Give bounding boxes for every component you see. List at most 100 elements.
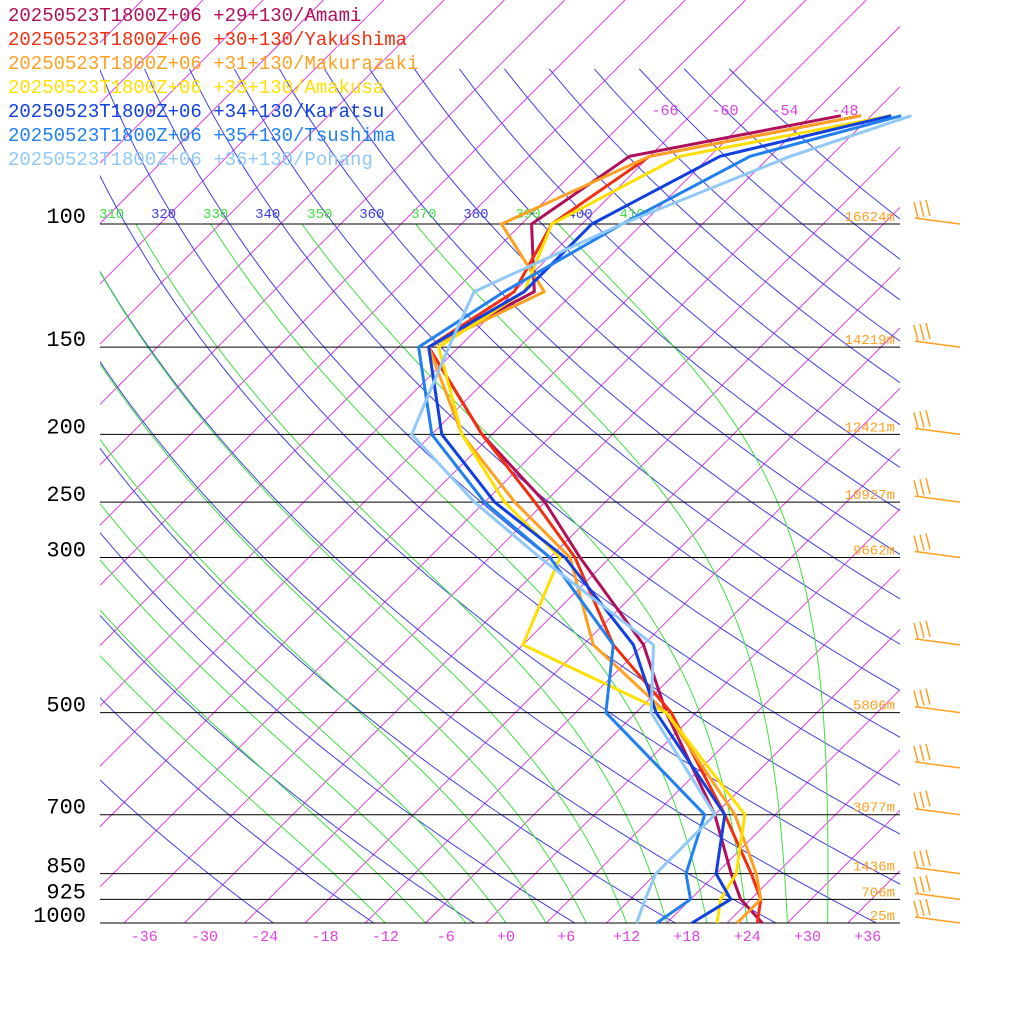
dry-adiabat	[100, 614, 475, 923]
isotherm-line	[100, 0, 566, 466]
profile-line	[427, 114, 862, 925]
profile-line	[427, 114, 862, 924]
temperature-tick-label: -12	[372, 929, 399, 946]
isotherm-label: -60	[711, 103, 738, 120]
legend-entry: 20250523T1800Z+06 +35+130/Tsushima	[8, 125, 396, 147]
profile-line	[410, 114, 912, 924]
temperature-tick-label: -24	[251, 929, 278, 946]
moist-adiabat	[301, 223, 748, 923]
dry-adiabat	[100, 174, 900, 885]
profiles	[410, 114, 912, 925]
wind-barb-icon	[913, 477, 961, 503]
moist-adiabat	[557, 223, 829, 923]
isotherm-line	[100, 0, 807, 707]
isotherm-label: -66	[651, 103, 678, 120]
theta-label: 340	[255, 207, 280, 223]
wind-barb-icon	[913, 688, 961, 714]
isotherm-line	[304, 327, 900, 923]
theta-label: 310	[99, 207, 124, 223]
dry-adiabat	[100, 270, 877, 923]
dry-adiabat	[100, 447, 676, 923]
isotherm-line	[100, 25, 900, 828]
wind-barb-icon	[913, 849, 961, 875]
isotherm-line	[847, 869, 900, 923]
wind-barb-icon	[913, 620, 961, 646]
temperature-tick-label: -36	[131, 929, 158, 946]
legend-entry: 20250523T1800Z+06 +33+130/Amakusa	[8, 77, 385, 99]
dry-adiabat	[548, 68, 900, 384]
isotherm-label: -54	[771, 103, 798, 120]
pressure-tick-label: 250	[46, 483, 86, 508]
theta-label: 350	[307, 207, 332, 223]
pressure-tick-label: 700	[46, 796, 86, 821]
theta-label: 390	[515, 207, 540, 223]
moist-adiabat	[100, 363, 587, 923]
dry-adiabat	[100, 779, 274, 923]
wind-barb-icon	[913, 875, 961, 901]
pressure-tick-label: 300	[46, 539, 86, 564]
dry-adiabat	[368, 68, 900, 555]
legend-entry: 20250523T1800Z+06 +31+130/Makurazaki	[8, 53, 419, 75]
legend-entry: 20250523T1800Z+06 +34+130/Karatsu	[8, 101, 385, 123]
isotherm-line	[100, 0, 686, 587]
legend-entry: 20250523T1800Z+06 +30+130/Yakushima	[8, 29, 408, 51]
isotherm-line	[545, 568, 900, 923]
dry-adiabat	[100, 68, 900, 835]
theta-label: 330	[203, 207, 228, 223]
dry-adiabat	[504, 68, 900, 426]
temperature-tick-label: +24	[734, 929, 761, 946]
height-label: 14219m	[845, 333, 895, 349]
moist-adiabat	[415, 223, 788, 923]
isotherm-line	[425, 447, 900, 923]
temperature-tick-label: -30	[191, 929, 218, 946]
height-label: 25m	[870, 909, 895, 925]
isotherm-line	[244, 266, 900, 923]
height-label: 12421m	[845, 420, 895, 436]
isotherm-line	[100, 0, 324, 225]
isotherm-line	[100, 0, 505, 406]
pressure-tick-label: 850	[46, 855, 86, 880]
isotherm-line	[606, 628, 900, 923]
temperature-tick-label: +0	[497, 929, 515, 946]
pressure-tick-label: 150	[46, 328, 86, 353]
profile-line	[437, 114, 892, 924]
isotherm-line	[787, 809, 900, 923]
height-label: 9662m	[853, 544, 895, 560]
dry-adiabat	[278, 68, 900, 645]
dry-adiabat	[233, 68, 900, 691]
profile-line	[427, 114, 842, 925]
wind-barb-icon	[913, 533, 961, 559]
isotherm-line	[485, 508, 900, 923]
legend-entry: 20250523T1800Z+06 +29+130/Amami	[8, 5, 362, 27]
height-label: 1436m	[853, 860, 895, 876]
pressure-tick-label: 1000	[33, 904, 86, 929]
dry-adiabat	[323, 68, 900, 600]
isotherm-line	[184, 206, 900, 923]
pressure-tick-label: 925	[46, 880, 86, 905]
isotherm-line	[100, 0, 867, 767]
height-label: 16624m	[845, 210, 895, 226]
wind-barb-icon	[913, 322, 961, 348]
theta-label: 360	[359, 207, 384, 223]
dry-adiabat	[413, 68, 900, 512]
height-label: 10927m	[845, 488, 895, 504]
dry-adiabat	[188, 68, 900, 738]
profile-line	[417, 114, 902, 925]
dry-adiabat	[100, 360, 777, 923]
wind-barb-icon	[913, 743, 961, 769]
wind-barbs	[913, 199, 961, 924]
isotherm-line	[100, 0, 264, 164]
isotherm-line	[726, 749, 900, 923]
temperature-tick-label: -6	[437, 929, 455, 946]
temperature-tick-label: +6	[557, 929, 575, 946]
height-label: 5806m	[853, 699, 895, 715]
legend-entry: 20250523T1800Z+06 +36+130/Pohang	[8, 149, 373, 171]
temperature-tick-label: +36	[854, 929, 881, 946]
pressure-tick-label: 200	[46, 415, 86, 440]
pressure-tick-label: 100	[46, 205, 86, 230]
wind-barb-icon	[913, 898, 961, 924]
height-label: 3077m	[853, 801, 895, 817]
temperature-tick-label: +18	[673, 929, 700, 946]
temperature-tick-label: +12	[613, 929, 640, 946]
